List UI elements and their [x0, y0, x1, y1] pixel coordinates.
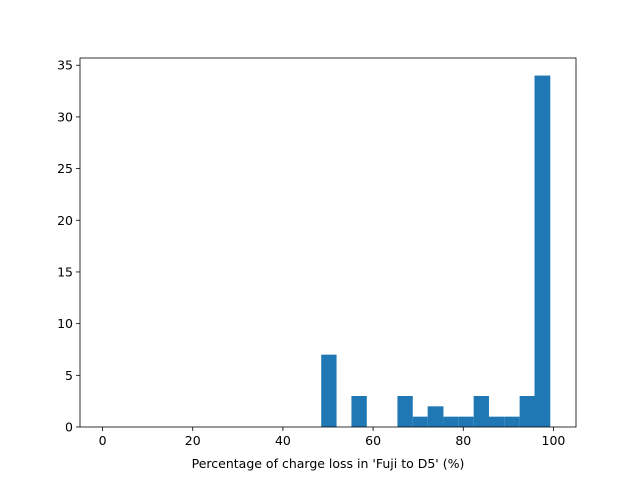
- histogram-bar: [504, 416, 520, 427]
- y-tick-label: 30: [57, 109, 73, 124]
- x-axis-label: Percentage of charge loss in 'Fuji to D5…: [192, 456, 465, 471]
- histogram-bar: [458, 416, 474, 427]
- histogram-bar: [397, 395, 413, 427]
- y-tick-label: 5: [65, 368, 73, 383]
- y-axis-ticks: 0 5 10 15 20 25 30 35: [57, 58, 80, 435]
- y-tick-label: 25: [57, 161, 73, 176]
- x-axis-ticks: 0 20 40 60 80 100: [99, 427, 566, 448]
- y-tick-label: 0: [65, 420, 73, 435]
- x-tick-label: 80: [455, 433, 471, 448]
- histogram-bar: [443, 416, 459, 427]
- x-tick-label: 40: [275, 433, 291, 448]
- y-tick-label: 10: [57, 316, 73, 331]
- y-tick-label: 35: [57, 58, 73, 73]
- histogram-bar: [351, 395, 367, 427]
- y-tick-label: 15: [57, 264, 73, 279]
- y-tick-label: 20: [57, 213, 73, 228]
- histogram-bar: [321, 354, 337, 427]
- histogram-bar: [412, 416, 428, 427]
- histogram-bar: [534, 75, 551, 428]
- x-tick-label: 20: [185, 433, 201, 448]
- histogram-bar: [473, 395, 489, 427]
- x-tick-label: 60: [365, 433, 381, 448]
- x-tick-label: 100: [542, 433, 566, 448]
- histogram-bar: [519, 395, 535, 427]
- plot-frame: [79, 57, 577, 428]
- x-tick-label: 0: [99, 433, 107, 448]
- bars-group: [321, 75, 551, 428]
- histogram-bar: [488, 416, 505, 427]
- histogram-bar: [427, 406, 444, 427]
